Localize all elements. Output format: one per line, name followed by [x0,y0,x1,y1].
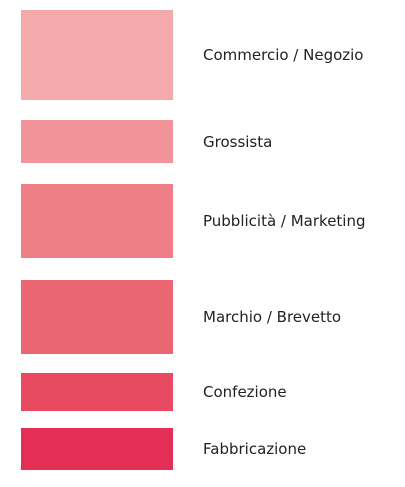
color-swatch [21,373,173,411]
color-swatch [21,120,173,163]
legend-label: Grossista [203,132,273,151]
legend-label: Confezione [203,383,287,401]
legend-label: Commercio / Negozio [203,46,364,64]
color-swatch [21,10,173,100]
color-swatch [21,428,173,470]
color-swatch [21,280,173,354]
legend-label: Pubblicità / Marketing [203,212,366,230]
color-swatch [21,184,173,258]
legend-label: Marchio / Brevetto [203,308,342,326]
legend-label: Fabbricazione [203,440,307,458]
